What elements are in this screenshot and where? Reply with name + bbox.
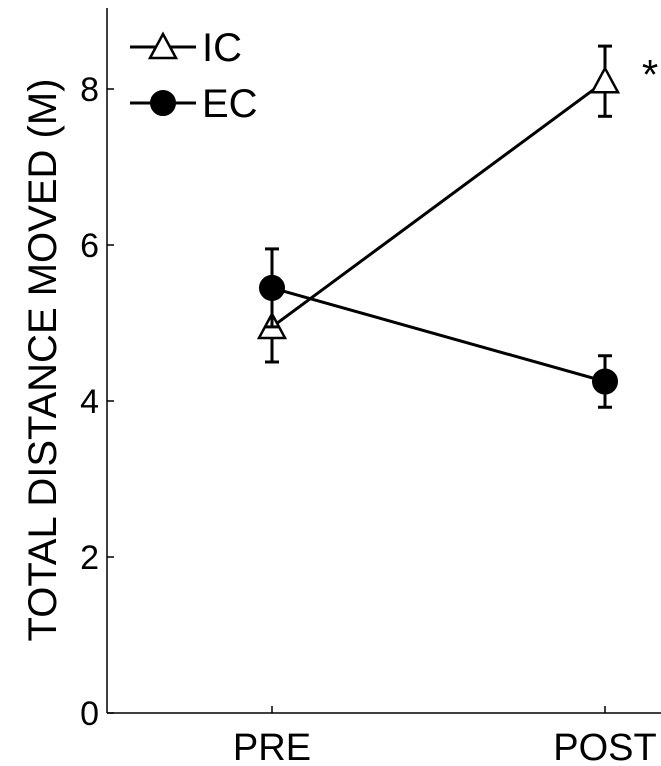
y-axis-label: TOTAL DISTANCE MOVED (M) bbox=[21, 79, 65, 642]
y-tick-label: 0 bbox=[80, 695, 99, 733]
axes: 0 2 4 6 8 PRE POST bbox=[80, 8, 661, 766]
data-point-ec bbox=[592, 368, 618, 395]
significance-marker: * bbox=[642, 51, 658, 98]
series-layer: * bbox=[256, 44, 658, 409]
series-line-ic bbox=[271, 79, 606, 329]
legend-item-ec: EC bbox=[130, 82, 258, 126]
series-ic bbox=[256, 44, 621, 364]
data-point-ic bbox=[589, 65, 621, 94]
series-line-ec bbox=[271, 286, 606, 383]
x-tick-label: PRE bbox=[233, 727, 311, 766]
legend-label: IC bbox=[202, 26, 242, 70]
legend-item-ic: IC bbox=[130, 26, 242, 70]
y-tick-label: 6 bbox=[80, 227, 99, 265]
data-point-ec bbox=[259, 274, 285, 301]
series-ec bbox=[259, 247, 618, 409]
y-tick-label: 2 bbox=[80, 539, 99, 577]
legend-marker bbox=[150, 90, 176, 116]
legend: IC EC bbox=[130, 26, 258, 126]
x-tick-label: POST bbox=[553, 727, 656, 766]
y-tick-label: 8 bbox=[80, 71, 99, 109]
legend-marker bbox=[147, 31, 179, 60]
legend-label: EC bbox=[202, 82, 258, 126]
y-tick-label: 4 bbox=[80, 383, 99, 421]
